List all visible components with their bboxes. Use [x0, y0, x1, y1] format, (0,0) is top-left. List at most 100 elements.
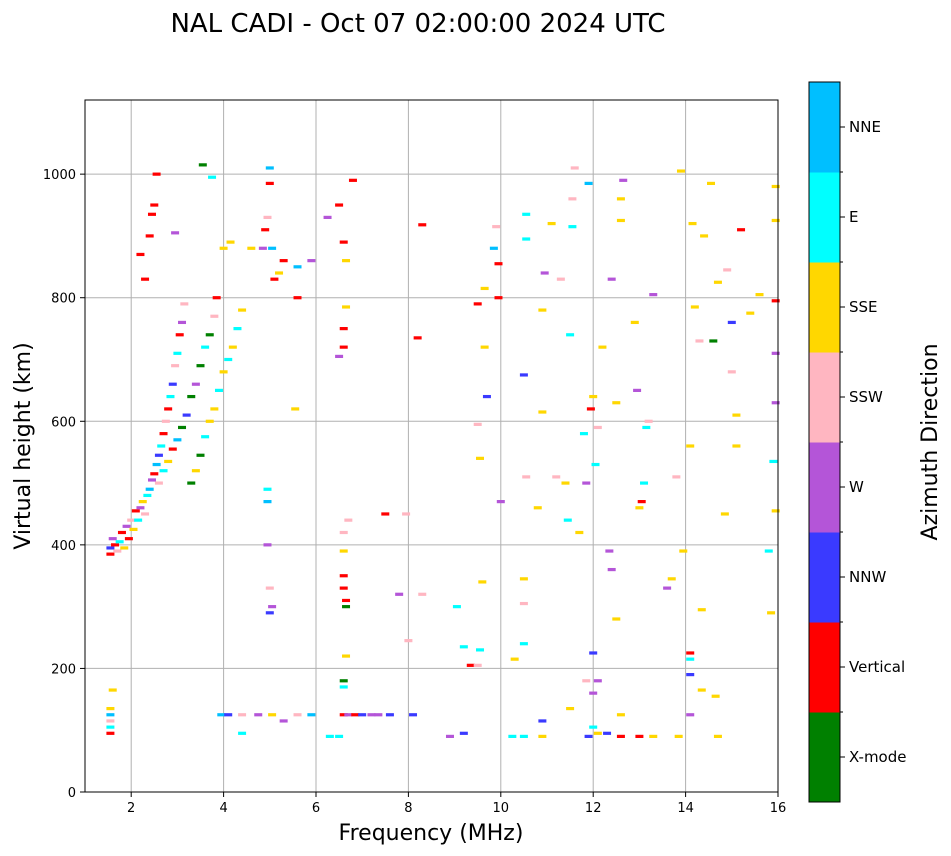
echo-point [263, 543, 272, 547]
echo-point [342, 654, 351, 658]
echo-point [635, 506, 644, 510]
echo-point [214, 388, 223, 392]
echo-point [219, 246, 228, 250]
echo-point [263, 215, 272, 219]
echo-point [593, 679, 602, 683]
echo-point [136, 252, 145, 257]
echo-point [141, 277, 150, 281]
echo-point [713, 280, 722, 284]
echo-point [233, 327, 242, 331]
echo-point [616, 713, 625, 717]
echo-point [171, 231, 180, 235]
echo-point [108, 688, 117, 692]
echo-point [637, 500, 646, 504]
colorbar-segment [809, 442, 840, 533]
echo-point [688, 221, 697, 226]
echo-point [106, 719, 115, 723]
echo-point [605, 549, 614, 553]
echo-point [106, 706, 115, 711]
echo-point [690, 305, 699, 309]
echo-point [141, 512, 150, 516]
echo-point [150, 472, 159, 476]
echo-point [459, 731, 468, 735]
echo-point [178, 320, 187, 325]
echo-point [582, 481, 591, 485]
echo-point [707, 181, 716, 186]
echo-point [115, 540, 124, 544]
echo-point [686, 713, 695, 717]
echo-point [145, 487, 154, 491]
colorbar-tick-label: SSE [849, 298, 878, 316]
echo-point [642, 425, 651, 430]
echo-point [344, 713, 353, 717]
data-marks [106, 163, 780, 738]
echo-point [279, 719, 288, 723]
echo-point [263, 487, 272, 491]
echo-point [459, 645, 468, 649]
echo-point [492, 225, 501, 229]
echo-point [769, 459, 778, 464]
echo-point [191, 469, 200, 473]
echo-point [224, 713, 233, 717]
echo-point [342, 259, 351, 263]
echo-point [120, 546, 129, 550]
echo-point [111, 543, 120, 547]
echo-point [339, 586, 348, 590]
echo-point [494, 296, 503, 300]
echo-point [672, 475, 681, 479]
echo-point [268, 713, 277, 717]
echo-point [566, 706, 575, 711]
echo-point [106, 552, 115, 556]
echo-point [732, 413, 741, 417]
echo-point [473, 663, 482, 667]
echo-point [339, 327, 348, 331]
colorbar: X-mode Vertical NNW W SSW SSE E NNE [808, 81, 906, 803]
echo-point [771, 299, 780, 303]
y-tick-label: 0 [68, 786, 76, 801]
echo-point [279, 259, 288, 263]
echo-point [771, 509, 780, 513]
echo-point [339, 345, 348, 349]
echo-point [145, 234, 154, 238]
colorbar-segment [809, 262, 840, 353]
echo-point [106, 731, 115, 735]
echo-point [293, 713, 302, 717]
echo-point [619, 178, 628, 182]
echo-point [563, 518, 572, 522]
echo-point [676, 169, 685, 173]
echo-point [582, 679, 591, 683]
echo-point [351, 713, 360, 717]
echo-point [561, 481, 570, 485]
echo-point [700, 234, 709, 238]
echo-point [697, 608, 706, 612]
echo-point [342, 305, 351, 309]
echo-point [746, 311, 755, 315]
echo-point [212, 296, 221, 300]
x-tick-label: 2 [127, 801, 135, 816]
x-tick-label: 6 [312, 801, 320, 816]
echo-point [159, 432, 168, 436]
echo-point [556, 277, 565, 281]
echo-point [473, 422, 482, 426]
y-axis-ticks: 0 200 400 600 800 1000 [43, 168, 85, 801]
echo-point [510, 657, 519, 661]
echo-point [771, 184, 780, 189]
echo-point [161, 419, 170, 423]
echo-point [579, 432, 588, 436]
echo-point [150, 203, 159, 207]
echo-point [173, 438, 182, 442]
echo-point [154, 453, 163, 457]
echo-point [117, 530, 126, 535]
echo-point [339, 240, 348, 244]
echo-point [171, 364, 180, 368]
echo-point [575, 530, 584, 535]
echo-point [584, 181, 593, 186]
echo-point [261, 228, 270, 232]
echo-point [508, 734, 517, 738]
echo-point [323, 215, 332, 219]
echo-point [586, 407, 595, 411]
x-tick-label: 14 [677, 801, 694, 816]
echo-point [663, 586, 672, 590]
echo-point [205, 333, 214, 337]
echo-point [473, 302, 482, 306]
